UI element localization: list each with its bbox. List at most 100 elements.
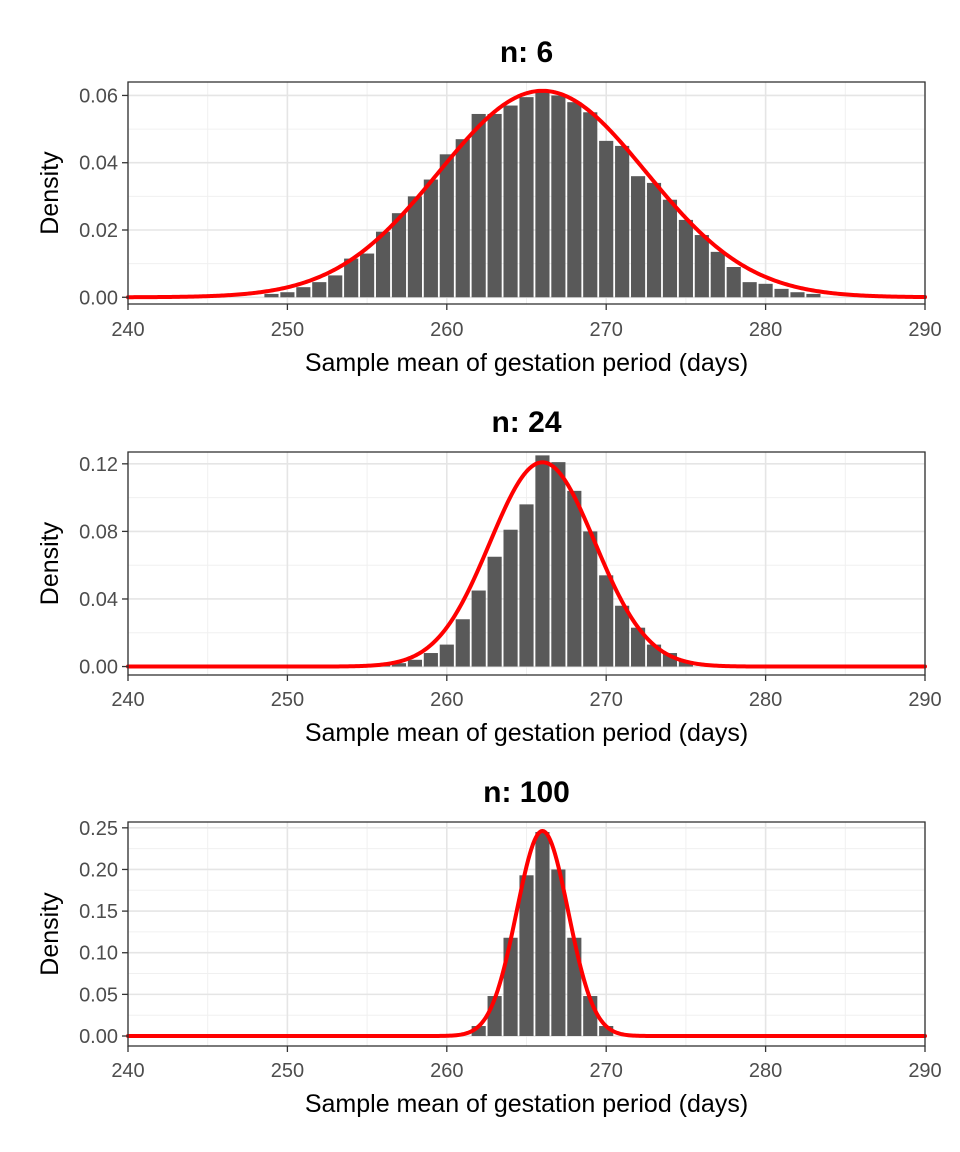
histogram-bar — [615, 145, 630, 298]
x-tick-label: 280 — [749, 689, 782, 711]
x-axis-label: Sample mean of gestation period (days) — [305, 1090, 748, 1118]
x-tick-label: 290 — [908, 319, 941, 341]
normal-density-curve — [126, 88, 927, 300]
histogram-bar — [407, 659, 422, 667]
histogram-bar — [391, 663, 407, 667]
histogram-bar — [455, 619, 470, 667]
histogram-bar — [264, 293, 279, 298]
histogram-bar — [519, 504, 534, 667]
histogram-bar — [710, 251, 725, 298]
y-tick-label: 0.25 — [79, 818, 118, 840]
histogram-bar — [503, 937, 518, 1037]
histogram-bar — [471, 1026, 486, 1037]
histogram-bars — [471, 831, 614, 1037]
histogram-bar — [615, 605, 630, 667]
histogram-bar — [790, 292, 805, 298]
x-tick-label: 240 — [111, 689, 144, 711]
histogram-bar — [599, 140, 614, 298]
histogram-bar — [328, 275, 343, 298]
histogram-bar — [583, 112, 598, 298]
histogram-bar — [678, 661, 693, 667]
histogram-bar — [758, 283, 773, 298]
histogram-bar — [678, 219, 693, 298]
y-tick-label: 0.08 — [79, 521, 118, 543]
histogram-bar — [375, 231, 391, 298]
histogram-bar — [567, 490, 582, 667]
x-tick-label: 250 — [271, 1060, 304, 1082]
histogram-bar — [551, 462, 566, 667]
histogram-bars — [375, 455, 693, 667]
histogram-bar — [439, 154, 454, 298]
panel-3: 240 250 260 270 280 290 0.00 0.05 0.10 0.15 0.20 0.… — [36, 776, 942, 1118]
histogram-bar — [567, 937, 582, 1037]
histogram-bar — [567, 102, 582, 298]
x-tick-label: 270 — [590, 689, 623, 711]
y-tick-label: 0.05 — [79, 984, 118, 1006]
y-tick-label: 0.00 — [79, 287, 118, 309]
x-tick-label: 250 — [271, 319, 304, 341]
axes: 240 250 260 270 280 290 0.00 0.04 0.08 0.12 — [79, 454, 942, 711]
histogram-bar — [280, 292, 295, 298]
histogram-bar — [535, 455, 550, 667]
histogram-bar — [599, 1026, 614, 1037]
histogram-bar — [519, 97, 534, 298]
y-tick-label: 0.00 — [79, 1026, 118, 1048]
histogram-bar — [423, 179, 438, 298]
histogram-bar — [312, 282, 327, 298]
x-tick-label: 240 — [111, 319, 144, 341]
panel-border — [127, 451, 926, 676]
y-axis-label: Density — [36, 151, 64, 235]
y-axis-label: Density — [36, 892, 64, 976]
histogram-bar — [519, 875, 534, 1037]
histogram-bar — [344, 258, 359, 298]
panel-1: 240 250 260 270 280 290 0.00 0.02 0.04 0.06 n: 6 Sa… — [36, 36, 942, 377]
y-tick-label: 0.04 — [79, 153, 118, 175]
histogram-bar — [535, 831, 550, 1037]
panel-2: 240 250 260 270 280 290 0.00 0.04 0.08 0.12 n: 24 S… — [36, 406, 942, 747]
panel-border — [127, 81, 926, 305]
histogram-bar — [407, 196, 422, 298]
histogram-bar — [646, 182, 662, 298]
histogram-bar — [471, 590, 486, 667]
axes: 240 250 260 270 280 290 0.00 0.05 0.10 0.15 0.20 0.… — [79, 818, 942, 1082]
histogram-bar — [439, 644, 454, 667]
histogram-bars — [264, 92, 821, 298]
x-tick-label: 290 — [908, 689, 941, 711]
x-tick-label: 260 — [430, 319, 463, 341]
histogram-bar — [662, 199, 678, 298]
histogram-bar — [742, 282, 757, 298]
histogram-bar — [535, 92, 550, 298]
histogram-bar — [455, 139, 470, 298]
y-tick-label: 0.15 — [79, 901, 118, 923]
x-tick-label: 260 — [430, 689, 463, 711]
x-tick-label: 280 — [749, 319, 782, 341]
histogram-bar — [360, 253, 375, 298]
histogram-bar — [631, 176, 646, 298]
x-tick-label: 240 — [111, 1060, 144, 1082]
y-tick-label: 0.12 — [79, 454, 118, 476]
histogram-bar — [774, 288, 789, 298]
histogram-bar — [487, 556, 502, 667]
axes: 240 250 260 270 280 290 0.00 0.02 0.04 0.06 — [79, 85, 942, 341]
histogram-bar — [806, 293, 821, 298]
y-tick-label: 0.02 — [79, 220, 118, 242]
chart-title: n: 24 — [491, 406, 561, 439]
histogram-bar — [503, 529, 518, 667]
normal-density-curve — [126, 828, 927, 1039]
normal-density-curve — [126, 460, 927, 669]
histogram-bar — [423, 653, 438, 667]
y-tick-label: 0.20 — [79, 859, 118, 881]
x-tick-label: 270 — [590, 1060, 623, 1082]
x-tick-label: 280 — [749, 1060, 782, 1082]
x-tick-label: 250 — [271, 689, 304, 711]
histogram-bar — [471, 113, 486, 298]
y-tick-label: 0.06 — [79, 85, 118, 107]
histogram-bar — [599, 575, 614, 667]
x-tick-label: 260 — [430, 1060, 463, 1082]
histogram-bar — [487, 113, 502, 298]
histogram-bar — [694, 235, 709, 298]
histogram-bar — [631, 627, 646, 667]
y-tick-label: 0.00 — [79, 657, 118, 679]
x-tick-label: 270 — [590, 319, 623, 341]
